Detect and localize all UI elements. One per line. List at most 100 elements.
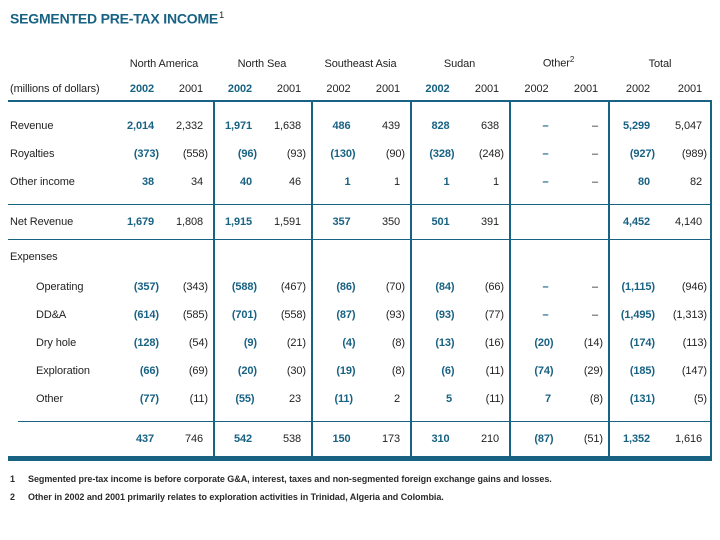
table-cell: (14) — [583, 337, 603, 349]
row-label: Expenses — [10, 250, 58, 263]
cell-group: (55) 23 — [213, 393, 311, 405]
table-cell: (19) — [336, 365, 356, 377]
table-cell: 1,808 — [175, 216, 203, 228]
cell-group: 310 210 — [410, 433, 509, 445]
cell-group: (174) (113) — [608, 337, 712, 349]
cell-group: (13) (16) — [410, 337, 509, 349]
table-row: Exploration (66) (69) (20) (30) (19) (8) (6) (11… — [8, 357, 712, 385]
footnote-ref: 2 — [10, 492, 15, 502]
table-cell: 2,014 — [126, 120, 154, 132]
table-cell: (11) — [189, 393, 208, 405]
cell-group: (11) 2 — [311, 393, 410, 405]
cell-group: (328) (248) — [410, 148, 509, 160]
segmented-income-table: North America North Sea Southeast Asia Suda… — [8, 50, 712, 464]
table-row: Operating (357) (343) (588) (467) (86) (70) (84… — [8, 273, 712, 301]
table-cell: 1,679 — [126, 216, 154, 228]
cell-group: 828 638 — [410, 120, 509, 132]
table-cell: (701) — [231, 309, 257, 321]
cell-group: (701) (558) — [213, 309, 311, 321]
group-header: Other2 — [509, 55, 608, 70]
cell-group: (4) (8) — [311, 337, 410, 349]
table-cell: (93) — [286, 148, 306, 160]
cell-group: – – — [509, 309, 608, 321]
table-cell: 1 — [344, 176, 351, 188]
table-cell: (8) — [391, 365, 405, 377]
group-header: North Sea — [213, 58, 311, 70]
table-cell: (1,115) — [621, 281, 655, 293]
table-right-border — [710, 102, 712, 458]
table-rule — [8, 239, 712, 240]
table-cell: (21) — [286, 337, 306, 349]
row-label: Other — [36, 393, 64, 405]
table-rule — [18, 421, 712, 422]
cell-group: (357) (343) — [115, 281, 213, 293]
table-section: Net Revenue 1,679 1,808 1,915 1,591 357 350 501… — [8, 205, 712, 239]
table-cell: (1,495) — [620, 309, 655, 321]
cell-group: 150 173 — [311, 433, 410, 445]
group-header-label: Other — [542, 58, 570, 70]
year-header-2001: 2001 — [677, 83, 702, 95]
year-header-2002: 2002 — [425, 83, 450, 95]
cell-group: 40 46 — [213, 176, 311, 188]
cell-group: (1,495) (1,313) — [608, 309, 712, 321]
table-cell: 80 — [637, 176, 650, 188]
table-section: Revenue 2,014 2,332 1,971 1,638 486 439 828 638–… — [8, 102, 712, 204]
table-cell: 1,915 — [224, 216, 252, 228]
group-header-label: Total — [648, 58, 672, 70]
table-cell: (54) — [188, 337, 208, 349]
table-cell: 828 — [431, 120, 450, 132]
table-cell: (84) — [435, 281, 455, 293]
table-group-header-row: North America North Sea Southeast Asia Suda… — [8, 50, 712, 72]
table-cell: – — [591, 176, 598, 188]
cell-group: (9) (21) — [213, 337, 311, 349]
cell-group: (373) (558) — [115, 148, 213, 160]
table-cell: 2,332 — [175, 120, 203, 132]
table-cell: (373) — [133, 148, 159, 160]
table-cell: (946) — [681, 281, 707, 293]
year-header-2001: 2001 — [573, 83, 598, 95]
table-cell: 439 — [381, 120, 400, 132]
year-group-0: 2002 2001 — [115, 83, 213, 95]
table-cell: – — [542, 120, 549, 132]
table-cell: (66) — [139, 365, 159, 377]
table-cell: (558) — [280, 309, 306, 321]
cell-group: 80 82 — [608, 176, 712, 188]
table-cell: 38 — [141, 176, 154, 188]
table-cell: (614) — [133, 309, 159, 321]
cell-group: (20) (30) — [213, 365, 311, 377]
table-cell: (174) — [629, 337, 655, 349]
table-cell: 210 — [480, 433, 499, 445]
row-label: Other income — [10, 176, 75, 188]
table-cell: (69) — [188, 365, 208, 377]
footnote-text: Segmented pre-tax income is before corpo… — [28, 474, 552, 484]
footnote-ref: 1 — [10, 474, 15, 484]
table-cell: 350 — [381, 216, 400, 228]
table-cell: (1,313) — [672, 309, 707, 321]
row-label: Exploration — [36, 365, 90, 377]
table-section: 437 746 542 538 150 173 310 210 (87) (51) 1,352 1,6… — [8, 422, 712, 456]
table-cell: (4) — [342, 337, 356, 349]
table-row: Royalties (373) (558) (96) (93) (130) (90) (328… — [8, 140, 712, 168]
group-4: Other2 — [509, 55, 608, 70]
page-title-text: SEGMENTED PRE-TAX INCOME — [10, 10, 219, 27]
footnote-2: 2 Other in 2002 and 2001 primarily relate… — [10, 492, 710, 502]
cell-group: 501 391 — [410, 216, 509, 228]
cell-group: 2,014 2,332 — [115, 120, 213, 132]
column-separator — [608, 102, 610, 458]
cell-group: (6) (11) — [410, 365, 509, 377]
table-cell: (185) — [629, 365, 655, 377]
table-cell: (128) — [133, 337, 159, 349]
table-rule — [8, 456, 712, 461]
cell-group: 38 34 — [115, 176, 213, 188]
table-cell: (29) — [583, 365, 603, 377]
table-cell: 391 — [480, 216, 499, 228]
cell-group: (19) (8) — [311, 365, 410, 377]
table-cell: (90) — [385, 148, 405, 160]
table-cell: 310 — [431, 433, 450, 445]
table-cell: 7 — [544, 393, 551, 405]
cell-group: (86) (70) — [311, 281, 410, 293]
group-header: Sudan — [410, 58, 509, 70]
table-cell: 5,299 — [622, 120, 650, 132]
table-cell: 1 — [443, 176, 450, 188]
cell-group: (74) (29) — [509, 365, 608, 377]
